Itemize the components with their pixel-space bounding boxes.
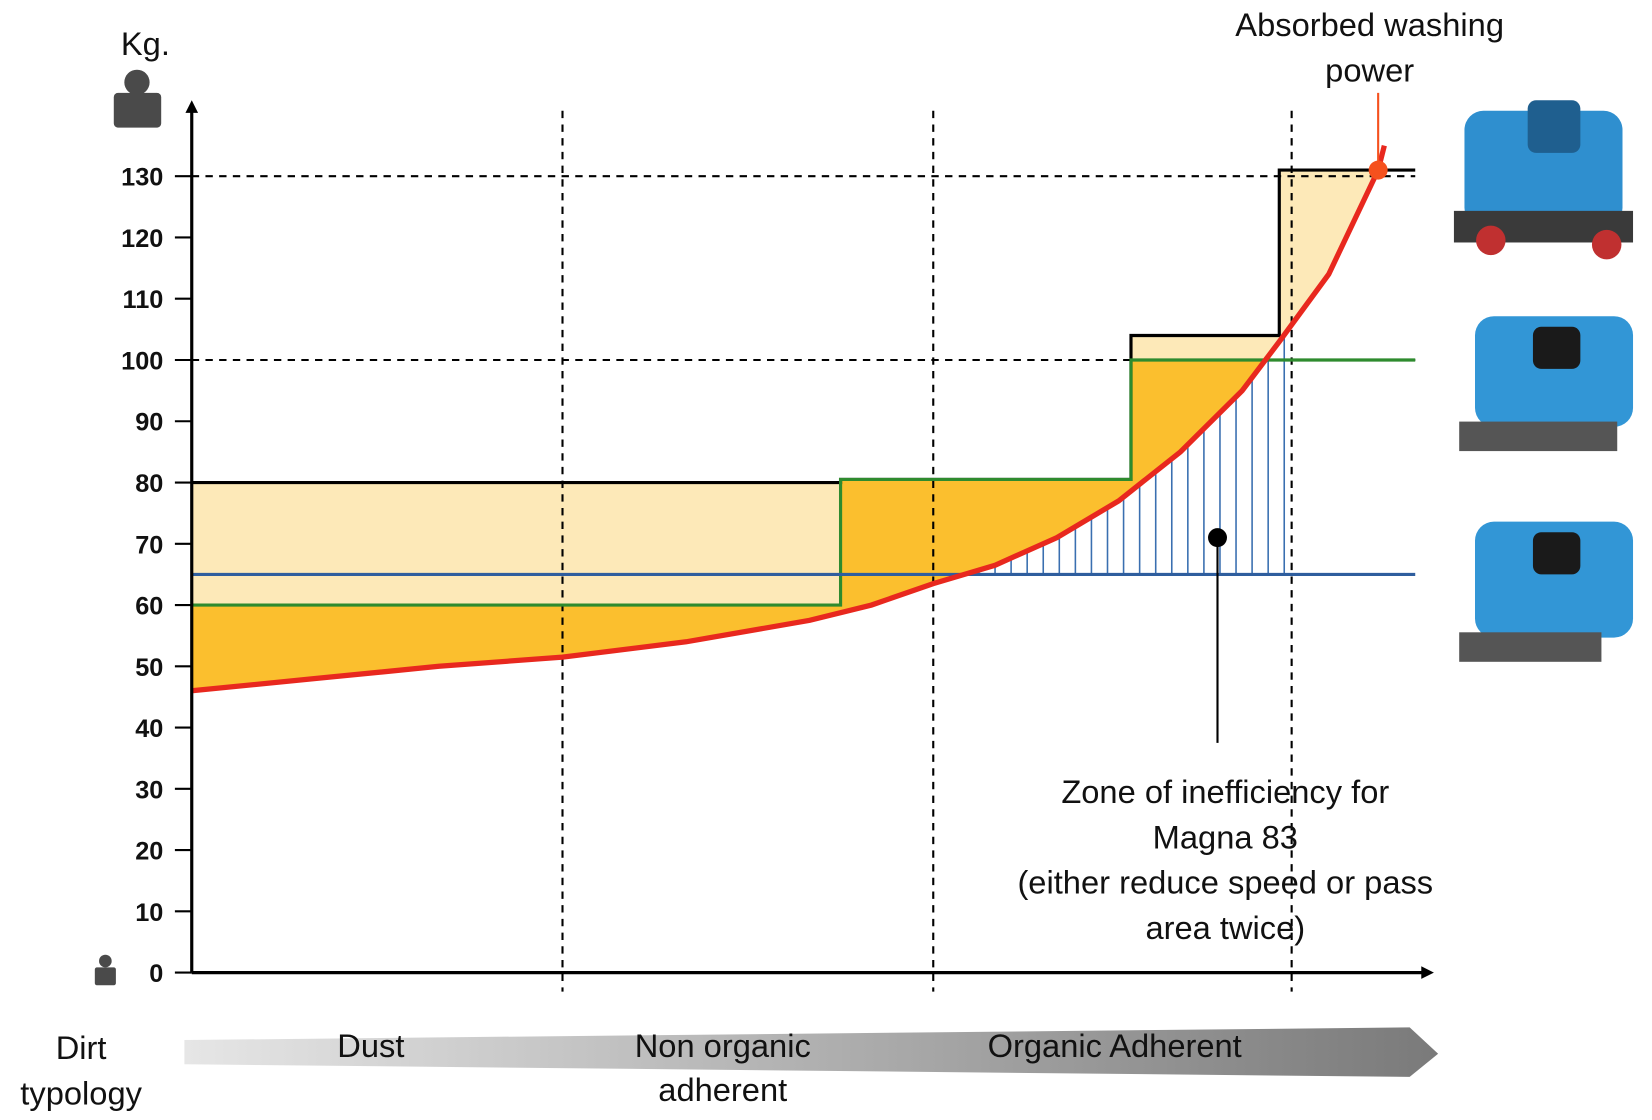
y-tick-label: 50 [135,654,163,682]
dirt-types-2: Organic Adherent [988,1027,1242,1064]
y-tick-label: 70 [135,531,163,559]
y-axis-arrow [185,100,199,113]
zone-marker [1208,528,1227,548]
machine-medium [1459,316,1634,452]
power-label: power [1325,51,1414,88]
y-tick-label: 0 [149,960,163,988]
series-line [191,168,1416,485]
y-tick-label: 100 [121,347,163,375]
plot: 0 10 20 30 40 50 60 70 80 90 100 110 120 130 [121,92,1434,992]
zone-label: (either reduce speed or pass [1017,864,1433,901]
machine-large [1453,100,1634,260]
y-tick-label: 60 [135,593,163,621]
dirt-arrow [184,1027,1439,1077]
y-tick-label: 80 [135,470,163,498]
y-tick-label: 10 [135,899,163,927]
y-tick-label: 130 [121,164,163,192]
power-label: Absorbed washing [1235,6,1504,43]
series-line [191,358,1416,607]
x-label: Dirt [56,1029,107,1066]
y-tick-label: 110 [123,286,164,314]
zone-label: Magna 83 [1153,818,1298,855]
zone-label: Zone of inefficiency for [1061,773,1389,810]
x-axis-arrow [1421,966,1434,979]
fill-area [191,170,1385,691]
series-line [191,144,1387,694]
y-tick-label: 20 [135,838,163,866]
x-label: typology [20,1074,142,1111]
power-marker [1368,160,1388,180]
machine-small [1459,521,1634,662]
dirt-types-0: Dust [337,1027,404,1064]
zone-label: area twice) [1145,909,1305,946]
dirt-types-1: adherent [658,1071,787,1108]
y-tick-label: 40 [135,715,163,743]
y-tick-label: 30 [135,776,163,804]
y-tick-label: 90 [135,409,163,437]
weight-icon-small [94,954,116,986]
y-tick-label: 120 [121,225,163,253]
dirt-types-1: Non organic [635,1027,811,1064]
y-axis-label: Kg. [121,25,170,62]
weight-icon-large [113,69,162,128]
